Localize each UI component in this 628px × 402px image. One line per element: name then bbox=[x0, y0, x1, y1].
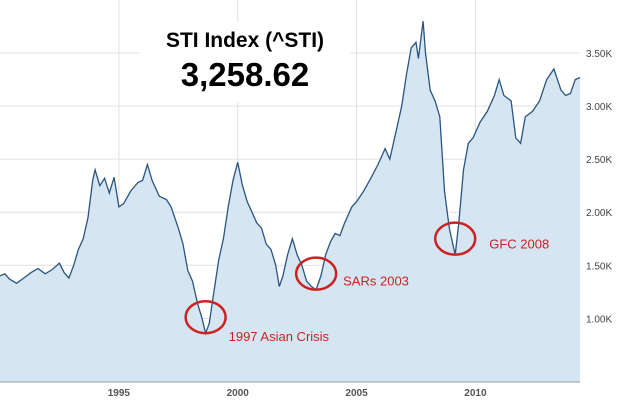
y-tick-label-0: 1.00K bbox=[586, 314, 612, 325]
y-tick-label-2: 2.00K bbox=[586, 208, 612, 219]
chart-title: STI Index (^STI) bbox=[165, 29, 325, 52]
series-line bbox=[0, 21, 581, 336]
x-tick-label-3: 2010 bbox=[464, 388, 487, 399]
annotation-circle-0 bbox=[184, 299, 227, 335]
annotation-label-2: GFC 2008 bbox=[489, 237, 549, 252]
title-box: STI Index (^STI) 3,258.62 bbox=[140, 22, 350, 102]
annotation-label-1: SARs 2003 bbox=[343, 274, 409, 289]
annotation-layer: 1997 Asian Crisis SARs 2003 GFC 2008 bbox=[184, 221, 549, 344]
y-tick-label-5: 3.50K bbox=[586, 49, 612, 60]
area-fill bbox=[0, 21, 580, 382]
y-tick-label-4: 3.00K bbox=[586, 102, 612, 113]
annotation-label-0: 1997 Asian Crisis bbox=[229, 329, 330, 344]
y-tick-layer: 1.00K 1.50K 2.00K 2.50K 3.00K 3.50K bbox=[586, 49, 612, 325]
x-tick-label-0: 1995 bbox=[108, 388, 131, 399]
x-tick-label-2: 2005 bbox=[345, 388, 368, 399]
current-value: 3,258.62 bbox=[180, 56, 310, 93]
x-tick-layer: 1995 2000 2005 2010 bbox=[108, 388, 487, 399]
y-tick-label-3: 2.50K bbox=[586, 155, 612, 166]
y-tick-label-1: 1.50K bbox=[586, 261, 612, 272]
x-tick-label-1: 2000 bbox=[227, 388, 250, 399]
annotation-circle-1 bbox=[294, 256, 338, 291]
annotation-circle-2 bbox=[433, 221, 477, 256]
